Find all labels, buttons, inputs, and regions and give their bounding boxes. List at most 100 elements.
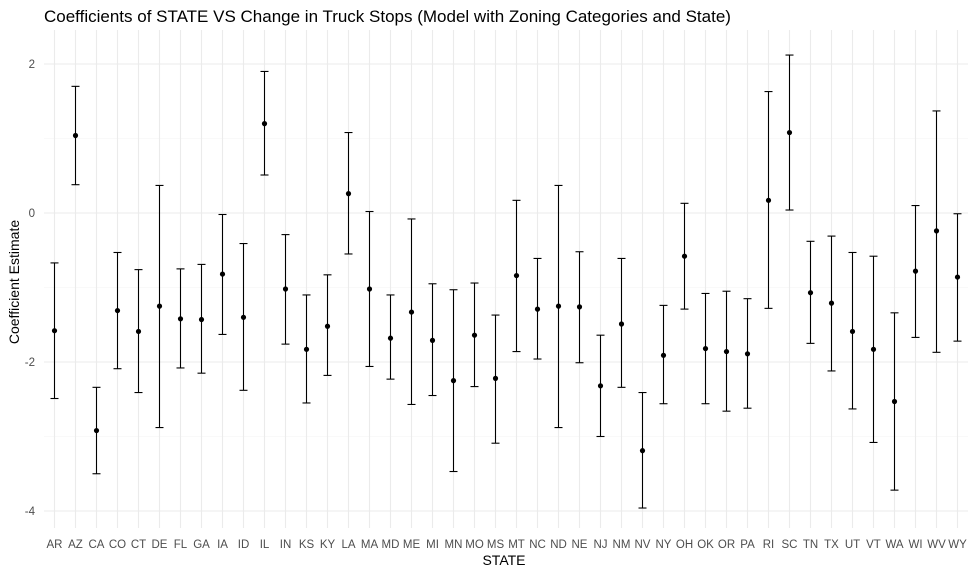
x-tick-label-wv: WV (927, 539, 946, 551)
x-tick-label-ct: CT (131, 539, 146, 551)
x-tick-label-nd: ND (550, 539, 567, 551)
estimate-point-nd (555, 303, 562, 309)
estimate-point-vt (870, 346, 877, 352)
estimate-point-sc (786, 129, 793, 136)
x-tick-label-nj: NJ (593, 539, 607, 551)
estimate-point-ga (198, 316, 205, 323)
x-tick-label-ky: KY (320, 539, 336, 551)
y-axis-title: Coefficient Estimate (6, 220, 22, 344)
estimate-point-co (114, 307, 121, 314)
estimate-point-ny (660, 352, 667, 358)
y-tick-label: 2 (29, 59, 35, 71)
chart-title: Coefficients of STATE VS Change in Truck… (44, 7, 731, 26)
estimate-point-mo (471, 332, 478, 338)
x-tick-label-de: DE (152, 539, 168, 551)
x-tick-label-mi: MI (426, 539, 439, 551)
x-tick-label-ca: CA (89, 539, 105, 551)
x-tick-label-ut: UT (845, 539, 860, 551)
estimate-points (51, 121, 961, 454)
estimate-point-pa (744, 351, 751, 357)
estimate-point-ri (765, 197, 772, 203)
x-tick-label-sc: SC (782, 539, 798, 551)
estimate-point-ca (93, 427, 100, 434)
y-tick-label: -2 (25, 357, 35, 369)
error-bars (50, 54, 962, 509)
estimate-point-ct (135, 328, 142, 335)
x-tick-label-oh: OH (676, 539, 693, 551)
x-tick-label-wa: WA (885, 539, 903, 551)
estimate-point-wa (891, 398, 898, 405)
x-tick-label-wy: WY (948, 539, 967, 551)
y-tick-label: 0 (29, 208, 35, 220)
estimate-point-ks (303, 346, 310, 352)
x-tick-label-il: IL (260, 539, 270, 551)
x-tick-label-ar: AR (47, 539, 63, 551)
x-tick-label-nm: NM (613, 539, 631, 551)
x-tick-label-pa: PA (740, 539, 755, 551)
x-tick-label-ia: IA (217, 539, 228, 551)
estimate-point-ky (324, 323, 331, 329)
x-tick-label-ma: MA (361, 539, 379, 551)
estimate-point-il (261, 121, 268, 127)
x-tick-label-md: MD (382, 539, 400, 551)
grid-lines (44, 30, 968, 528)
estimate-point-ia (219, 271, 226, 277)
x-tick-label-nc: NC (529, 539, 546, 551)
estimate-point-in (282, 286, 289, 292)
x-tick-label-ms: MS (487, 539, 505, 551)
x-tick-label-az: AZ (68, 539, 83, 551)
estimate-point-nm (618, 321, 625, 327)
x-tick-label-ri: RI (763, 539, 775, 551)
x-tick-label-ks: KS (299, 539, 315, 551)
estimate-point-me (408, 309, 415, 315)
estimate-point-ut (849, 328, 856, 335)
x-tick-label-wi: WI (908, 539, 922, 551)
estimate-point-or (723, 348, 730, 355)
estimate-point-md (387, 335, 394, 341)
estimate-point-az (72, 132, 79, 139)
x-tick-label-la: LA (341, 539, 355, 551)
estimate-point-oh (681, 253, 688, 259)
estimate-point-nv (639, 448, 646, 454)
x-tick-label-ny: NY (656, 539, 672, 551)
x-tick-label-tn: TN (803, 539, 818, 551)
y-tick-label: -4 (25, 506, 36, 518)
estimate-point-nj (597, 383, 604, 389)
x-axis-title: STATE (482, 552, 525, 568)
estimate-point-tx (828, 300, 835, 306)
estimate-point-tn (807, 290, 814, 296)
estimate-point-la (345, 191, 352, 197)
x-tick-label-or: OR (718, 539, 735, 551)
x-tick-label-fl: FL (174, 539, 188, 551)
estimate-point-wi (912, 268, 919, 274)
estimate-point-id (240, 314, 247, 320)
x-tick-label-mn: MN (445, 539, 463, 551)
x-tick-label-ga: GA (193, 539, 210, 551)
estimate-point-ne (576, 304, 583, 310)
estimate-point-ok (702, 345, 709, 352)
estimate-point-wv (933, 228, 940, 234)
x-tick-label-co: CO (109, 539, 126, 551)
x-tick-label-id: ID (238, 539, 250, 551)
estimate-point-fl (177, 316, 184, 322)
estimate-point-mt (513, 272, 520, 279)
estimate-point-ma (366, 286, 373, 292)
x-tick-label-ne: NE (572, 539, 588, 551)
x-tick-label-mo: MO (465, 539, 484, 551)
x-tick-label-nv: NV (635, 539, 651, 551)
x-tick-label-vt: VT (866, 539, 881, 551)
estimate-point-mi (429, 337, 436, 343)
x-axis-ticks: AR AZ CA CO CT DE FL GA IA ID IL IN KS KY LA MA MD ME MI MN… (47, 539, 968, 551)
estimate-point-ar (51, 328, 58, 334)
estimate-point-mn (450, 378, 457, 384)
estimate-point-nc (534, 306, 541, 312)
x-tick-label-ok: OK (697, 539, 714, 551)
estimate-point-ms (492, 375, 499, 381)
estimate-point-de (156, 303, 163, 309)
x-tick-label-tx: TX (824, 539, 839, 551)
y-axis-ticks: -4 -2 0 2 (25, 59, 36, 518)
x-tick-label-mt: MT (508, 539, 525, 551)
estimate-point-wy (954, 274, 961, 280)
